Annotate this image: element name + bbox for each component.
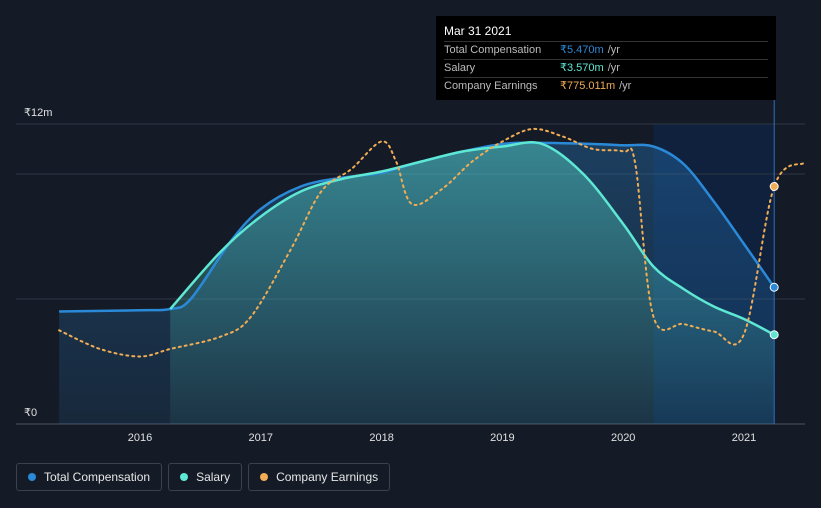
- y-tick-top: ₹12m: [24, 107, 52, 119]
- legend-salary[interactable]: Salary: [168, 463, 243, 491]
- x-tick-label: 2019: [490, 432, 514, 444]
- legend-total-compensation[interactable]: Total Compensation: [16, 463, 163, 491]
- tooltip-value: ₹775.011m: [560, 80, 616, 92]
- total-compensation-marker: [769, 282, 779, 292]
- x-tick-label: 2016: [128, 432, 152, 444]
- x-tick-label: 2020: [611, 432, 635, 444]
- tooltip-label: Company Earnings: [444, 80, 538, 92]
- tooltip-row-salary: Salary ₹3.570m /yr: [444, 59, 768, 77]
- tooltip-value: ₹5.470m: [560, 44, 604, 56]
- tooltip-unit: /yr: [619, 80, 632, 92]
- legend-dot-icon: [260, 473, 269, 481]
- tooltip-row-company-earnings: Company Earnings ₹775.011m /yr: [444, 77, 768, 95]
- legend-dot-icon: [180, 473, 189, 481]
- x-tick-label: 2017: [249, 432, 273, 444]
- company-earnings-line: [58, 127, 806, 358]
- tooltip-date: Mar 31 2021: [444, 24, 512, 38]
- tooltip-unit: /yr: [607, 44, 620, 56]
- legend-dot-icon: [28, 473, 36, 481]
- legend-company-earnings[interactable]: Company Earnings: [248, 463, 391, 491]
- company-earnings-marker: [769, 182, 779, 191]
- x-tick-label: 2021: [732, 432, 756, 444]
- salary-line: [169, 141, 775, 336]
- y-tick-bottom: ₹0: [24, 407, 37, 419]
- salary-area: [170, 142, 775, 424]
- tooltip-unit: /yr: [607, 62, 620, 74]
- salary-marker: [769, 330, 779, 340]
- legend-label: Salary: [196, 470, 231, 484]
- x-tick-label: 2018: [369, 432, 393, 444]
- legend: Total Compensation Salary Company Earnin…: [16, 463, 396, 491]
- tooltip-label: Salary: [444, 62, 476, 74]
- legend-label: Company Earnings: [276, 470, 379, 484]
- tooltip-label: Total Compensation: [444, 44, 542, 56]
- tooltip: Mar 31 2021 Total Compensation ₹5.470m /…: [436, 16, 776, 100]
- tooltip-value: ₹3.570m: [560, 62, 604, 74]
- legend-label: Total Compensation: [44, 470, 151, 484]
- tooltip-row-total-compensation: Total Compensation ₹5.470m /yr: [444, 41, 768, 59]
